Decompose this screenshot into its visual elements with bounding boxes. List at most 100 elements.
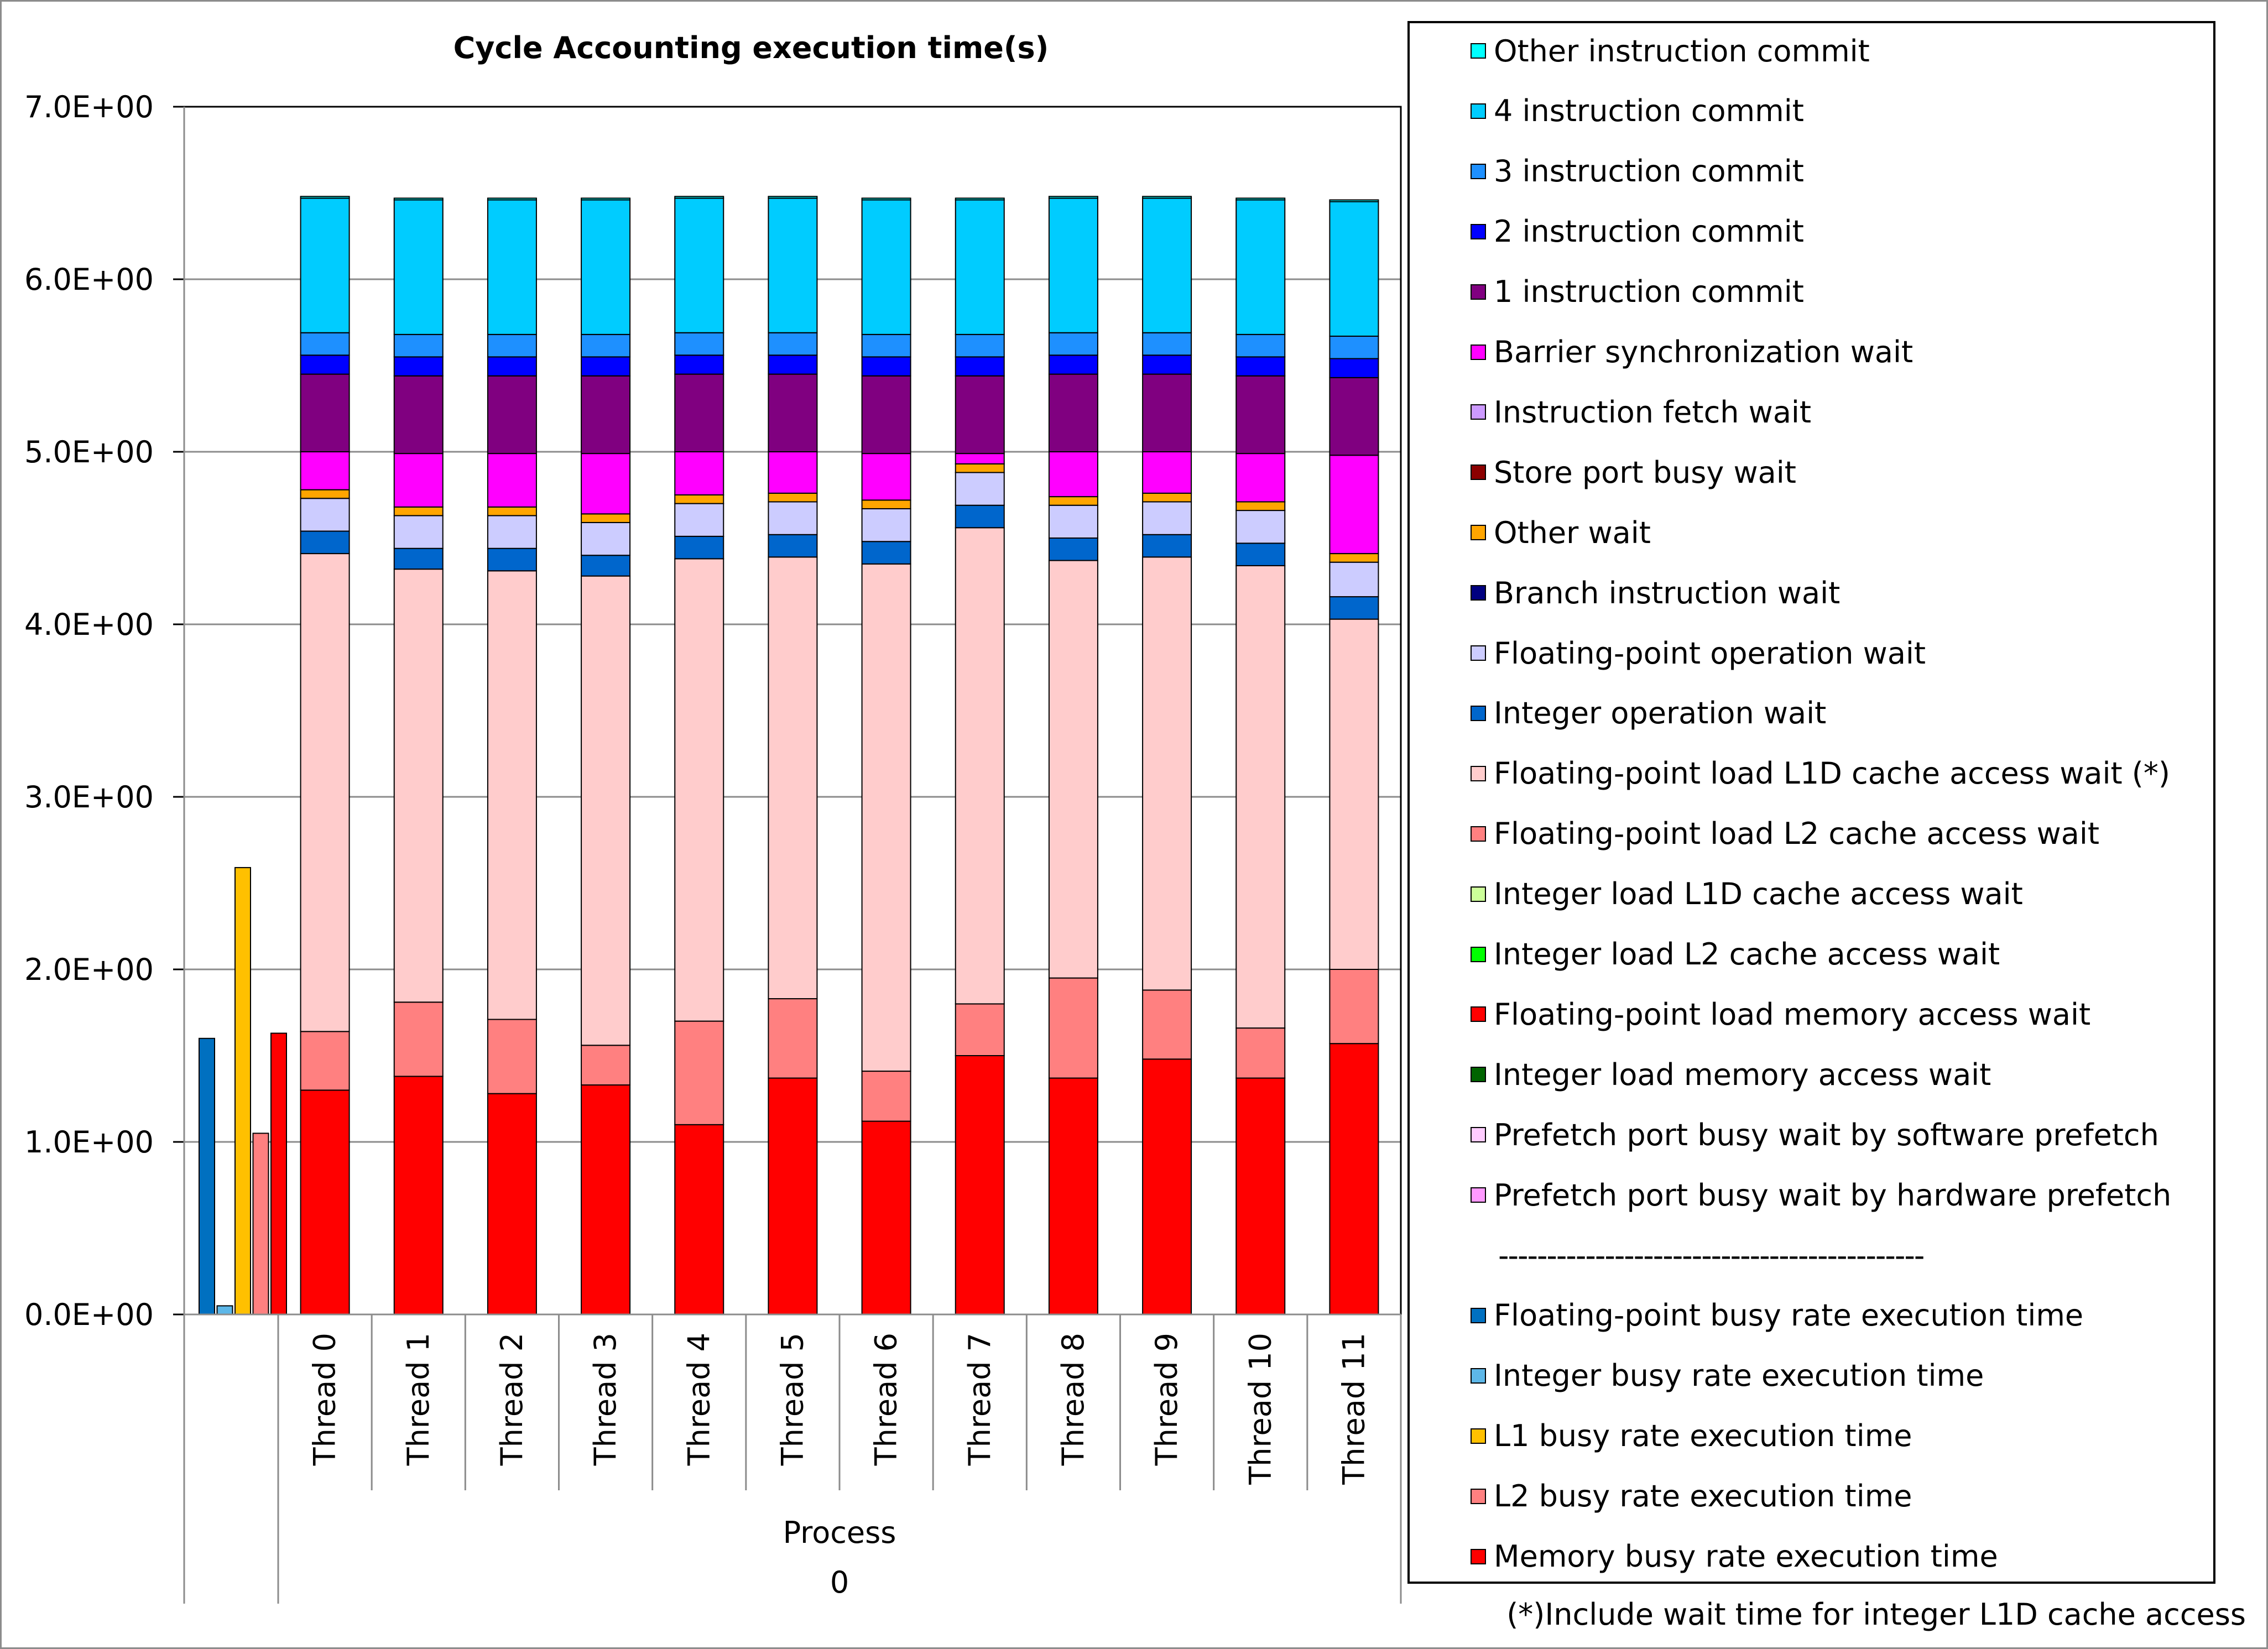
bar-segment xyxy=(861,453,911,501)
bar-segment xyxy=(674,451,724,495)
bar-segment xyxy=(768,556,818,1000)
bar-segment xyxy=(955,453,1005,465)
bar-segment xyxy=(861,356,911,377)
bar-segment xyxy=(861,199,911,335)
bar-segment xyxy=(674,196,724,199)
bar-segment xyxy=(955,356,1005,377)
bar-segment xyxy=(955,375,1005,455)
legend-item: Prefetch port busy wait by software pref… xyxy=(1471,1113,2159,1157)
legend-label: Prefetch port busy wait by hardware pref… xyxy=(1494,1177,2172,1213)
bar-segment xyxy=(1048,496,1098,506)
bar-segment xyxy=(1048,354,1098,375)
bar-segment xyxy=(1235,356,1286,377)
bar-segment xyxy=(955,1003,1005,1057)
bar-segment xyxy=(581,575,631,1046)
legend-swatch xyxy=(1471,284,1486,300)
bar-segment xyxy=(1235,565,1286,1029)
bar-segment xyxy=(674,503,724,537)
y-tick-label: 7.0E+00 xyxy=(24,90,154,124)
legend-item: Instruction fetch wait xyxy=(1471,390,1811,434)
legend-item: Floating-point operation wait xyxy=(1471,631,1926,675)
legend-item: Memory busy rate execution time xyxy=(1471,1535,1998,1579)
legend-item: Floating-point busy rate execution time xyxy=(1471,1293,2083,1338)
bar-segment xyxy=(487,199,537,335)
bar-segment xyxy=(300,498,350,532)
bar-segment xyxy=(1329,561,1379,598)
bar-segment xyxy=(1048,538,1098,561)
legend-swatch xyxy=(1471,705,1486,721)
x-category-label: Thread 6 xyxy=(869,1333,904,1466)
bar-segment xyxy=(300,530,350,555)
bar-segment xyxy=(768,998,818,1079)
bar-segment xyxy=(1142,332,1192,356)
bar-segment xyxy=(1142,451,1192,494)
legend-label: Store port busy wait xyxy=(1494,455,1796,490)
x-category-label: Thread 10 xyxy=(1243,1333,1278,1485)
x-category-label: Thread 0 xyxy=(307,1333,342,1466)
bar-segment xyxy=(487,375,537,455)
bar-segment xyxy=(581,513,631,523)
bar-segment xyxy=(581,1084,631,1316)
bar-segment xyxy=(581,356,631,377)
legend-item: Floating-point load memory access wait xyxy=(1471,992,2090,1036)
process-bar xyxy=(252,1133,269,1315)
bar-segment xyxy=(768,373,818,452)
bar-segment xyxy=(300,196,350,199)
x-category-label: Thread 9 xyxy=(1149,1333,1184,1466)
x-category-label: Thread 11 xyxy=(1336,1333,1371,1485)
bar-segment xyxy=(1142,534,1192,558)
bar-segment xyxy=(1142,1058,1192,1315)
y-tick-label: 3.0E+00 xyxy=(24,780,154,815)
bar-segment xyxy=(393,199,444,335)
legend-item: Integer load memory access wait xyxy=(1471,1052,1991,1097)
legend-swatch xyxy=(1471,1428,1486,1444)
bar-segment xyxy=(1048,504,1098,539)
legend-item: Integer load L1D cache access wait xyxy=(1471,872,2023,916)
bar-segment xyxy=(1142,556,1192,991)
bar-segment xyxy=(1142,373,1192,452)
footnote: (*)Include wait time for integer L1D cac… xyxy=(1506,1597,2246,1632)
bar-segment xyxy=(1235,333,1286,358)
bar-segment xyxy=(768,197,818,333)
bar-segment xyxy=(393,197,444,201)
legend-item: 2 instruction commit xyxy=(1471,210,1804,254)
bar-segment xyxy=(861,333,911,358)
bar-segment xyxy=(1329,596,1379,620)
bar-segment xyxy=(1142,989,1192,1060)
legend-item: Integer busy rate execution time xyxy=(1471,1354,1984,1398)
bar-segment xyxy=(1048,560,1098,979)
legend-swatch xyxy=(1471,1368,1486,1384)
process-bar xyxy=(270,1032,287,1315)
legend-swatch xyxy=(1471,163,1486,179)
legend-label: 1 instruction commit xyxy=(1494,274,1804,310)
bar-segment xyxy=(768,534,818,558)
legend-label: Floating-point load L1D cache access wai… xyxy=(1494,756,2170,791)
legend-swatch xyxy=(1471,1548,1486,1564)
legend-swatch xyxy=(1471,826,1486,842)
bar-segment xyxy=(393,333,444,358)
x-category-label: Thread 3 xyxy=(588,1333,623,1466)
legend-item: Floating-point load L2 cache access wait xyxy=(1471,812,2099,856)
chart-title: Cycle Accounting execution time(s) xyxy=(453,30,1049,65)
legend-item: Branch instruction wait xyxy=(1471,571,1840,615)
bar-segment xyxy=(1329,618,1379,970)
bar-segment xyxy=(393,547,444,570)
bar-segment xyxy=(1048,197,1098,333)
x-category-label: Thread 4 xyxy=(681,1333,716,1466)
bar-segment xyxy=(393,375,444,455)
bar-segment xyxy=(487,1093,537,1315)
bar-segment xyxy=(1142,197,1192,333)
legend-item: Other wait xyxy=(1471,510,1651,555)
bar-segment xyxy=(487,570,537,1020)
bar-segment xyxy=(955,463,1005,473)
bar-segment xyxy=(487,197,537,201)
legend-separator: ----------------------------------------… xyxy=(1498,1238,1925,1273)
bar-segment xyxy=(581,555,631,577)
bar-segment xyxy=(487,547,537,572)
legend-swatch xyxy=(1471,1488,1486,1504)
bar-segment xyxy=(1329,455,1379,555)
bar-segment xyxy=(674,197,724,333)
legend-swatch xyxy=(1471,465,1486,481)
legend-label: Prefetch port busy wait by software pref… xyxy=(1494,1117,2159,1152)
